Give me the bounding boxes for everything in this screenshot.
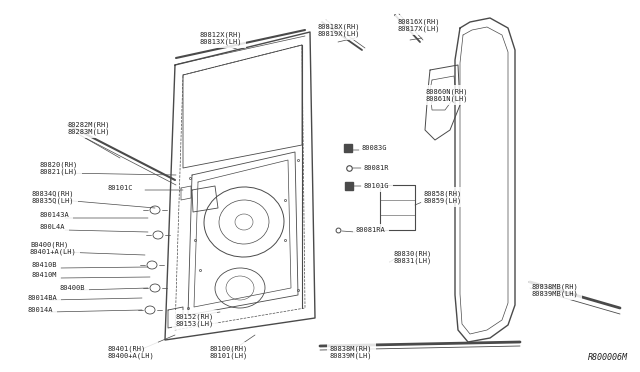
Text: 80858(RH)
80859(LH): 80858(RH) 80859(LH) bbox=[424, 190, 462, 204]
Text: 80014A: 80014A bbox=[28, 307, 54, 313]
Text: 80838M(RH)
80839M(LH): 80838M(RH) 80839M(LH) bbox=[330, 345, 372, 359]
Text: R800006M: R800006M bbox=[588, 353, 628, 362]
Text: 80834Q(RH)
80835Q(LH): 80834Q(RH) 80835Q(LH) bbox=[32, 190, 74, 204]
Text: 80401(RH)
80400+A(LH): 80401(RH) 80400+A(LH) bbox=[108, 345, 155, 359]
Text: 80081RA: 80081RA bbox=[356, 227, 386, 233]
Text: 80014BA: 80014BA bbox=[28, 295, 58, 301]
Text: 80410M: 80410M bbox=[32, 272, 58, 278]
Text: 800L4A: 800L4A bbox=[40, 224, 65, 230]
Polygon shape bbox=[344, 144, 352, 152]
Text: 80400B: 80400B bbox=[60, 285, 86, 291]
Text: 80410B: 80410B bbox=[32, 262, 58, 268]
Text: 80081R: 80081R bbox=[364, 165, 390, 171]
Text: 80818X(RH)
80819X(LH): 80818X(RH) 80819X(LH) bbox=[317, 23, 360, 37]
Text: 80101G: 80101G bbox=[364, 183, 390, 189]
Text: 80101C: 80101C bbox=[108, 185, 134, 191]
Text: 80816X(RH)
80817X(LH): 80816X(RH) 80817X(LH) bbox=[398, 18, 440, 32]
Polygon shape bbox=[345, 182, 353, 190]
Text: 80152(RH)
80153(LH): 80152(RH) 80153(LH) bbox=[175, 313, 213, 327]
Text: 80083G: 80083G bbox=[362, 145, 387, 151]
Text: 80838MB(RH)
80839MB(LH): 80838MB(RH) 80839MB(LH) bbox=[532, 283, 579, 297]
Text: 80820(RH)
80821(LH): 80820(RH) 80821(LH) bbox=[40, 161, 78, 175]
Text: 80860N(RH)
80861N(LH): 80860N(RH) 80861N(LH) bbox=[425, 88, 467, 102]
Text: 80282M(RH)
80283M(LH): 80282M(RH) 80283M(LH) bbox=[67, 121, 109, 135]
Text: 80100(RH)
80101(LH): 80100(RH) 80101(LH) bbox=[210, 345, 248, 359]
Text: B0400(RH)
80401+A(LH): B0400(RH) 80401+A(LH) bbox=[30, 241, 77, 255]
Text: 80830(RH)
80831(LH): 80830(RH) 80831(LH) bbox=[393, 250, 431, 264]
Text: 80812X(RH)
80813X(LH): 80812X(RH) 80813X(LH) bbox=[200, 31, 243, 45]
Text: 800143A: 800143A bbox=[40, 212, 70, 218]
